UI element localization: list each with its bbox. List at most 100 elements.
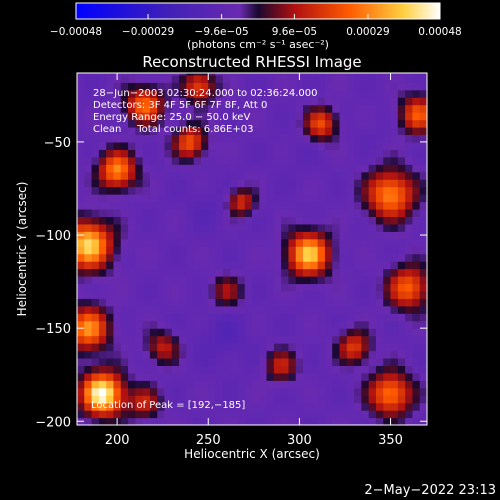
heatmap-cell bbox=[120, 387, 129, 396]
heatmap-cell bbox=[98, 276, 107, 285]
heatmap-cell bbox=[208, 119, 217, 128]
heatmap-cell bbox=[281, 97, 290, 106]
heatmap-cell bbox=[106, 238, 115, 247]
heatmap-cell bbox=[106, 395, 115, 404]
heatmap-cell bbox=[266, 350, 275, 359]
heatmap-cell bbox=[237, 283, 246, 292]
heatmap-cell bbox=[215, 305, 224, 314]
heatmap-cell bbox=[91, 141, 100, 150]
heatmap-cell bbox=[346, 298, 355, 307]
heatmap-cell bbox=[259, 179, 268, 188]
heatmap-cell bbox=[164, 313, 173, 322]
heatmap-cell bbox=[179, 231, 187, 240]
heatmap-cell bbox=[208, 156, 217, 165]
heatmap-cell bbox=[128, 313, 136, 322]
heatmap-cell bbox=[295, 127, 304, 136]
heatmap-cell bbox=[128, 283, 136, 292]
heatmap-cell bbox=[98, 313, 107, 322]
heatmap-cell bbox=[390, 305, 399, 314]
heatmap-cell bbox=[237, 97, 246, 106]
heatmap-cell bbox=[273, 149, 282, 158]
heatmap-cell bbox=[419, 194, 427, 203]
heatmap-cell bbox=[361, 179, 370, 188]
heatmap-cell bbox=[200, 149, 209, 158]
heatmap-cell bbox=[419, 223, 427, 232]
heatmap-cell bbox=[113, 313, 122, 322]
heatmap-cell bbox=[252, 201, 260, 210]
heatmap-cell bbox=[186, 410, 195, 419]
heatmap-cell bbox=[215, 261, 224, 270]
heatmap-cell bbox=[324, 194, 333, 203]
heatmap-cell bbox=[397, 402, 406, 411]
y-tick-label: −50 bbox=[44, 136, 71, 151]
heatmap-cell bbox=[368, 201, 377, 210]
heatmap-cell bbox=[237, 350, 246, 359]
heatmap-cell bbox=[208, 179, 217, 188]
heatmap-cell bbox=[361, 410, 370, 419]
heatmap-cell bbox=[106, 276, 115, 285]
heatmap-cell bbox=[419, 276, 427, 285]
heatmap-cell bbox=[412, 305, 421, 314]
heatmap-cell bbox=[84, 350, 93, 359]
heatmap-cell bbox=[281, 171, 290, 180]
heatmap-cell bbox=[354, 164, 362, 173]
heatmap-cell bbox=[222, 216, 231, 225]
heatmap-cell bbox=[397, 253, 406, 262]
heatmap-cell bbox=[222, 387, 231, 396]
heatmap-cell bbox=[244, 89, 253, 98]
heatmap-cell bbox=[91, 201, 100, 210]
heatmap-cell bbox=[135, 112, 144, 121]
heatmap-cell bbox=[230, 179, 239, 188]
heatmap-cell bbox=[324, 350, 333, 359]
heatmap-cell bbox=[266, 149, 275, 158]
heatmap-cell bbox=[259, 276, 268, 285]
heatmap-cell bbox=[339, 216, 348, 225]
heatmap-cell bbox=[368, 171, 377, 180]
heatmap-cell bbox=[332, 350, 341, 359]
heatmap-cell bbox=[128, 298, 136, 307]
heatmap-cell bbox=[149, 343, 158, 352]
heatmap-cell bbox=[273, 328, 282, 337]
heatmap-cell bbox=[332, 320, 341, 329]
heatmap-cell bbox=[354, 194, 362, 203]
heatmap-cell bbox=[303, 104, 311, 113]
heatmap-cell bbox=[157, 305, 166, 314]
heatmap-cell bbox=[106, 186, 115, 195]
heatmap-cell bbox=[113, 395, 122, 404]
heatmap-cell bbox=[244, 134, 253, 143]
heatmap-cell bbox=[368, 283, 377, 292]
heatmap-cell bbox=[397, 164, 406, 173]
heatmap-cell bbox=[303, 223, 311, 232]
heatmap-cell bbox=[252, 216, 260, 225]
heatmap-cell bbox=[120, 179, 129, 188]
heatmap-cell bbox=[77, 104, 85, 113]
heatmap-cell bbox=[346, 156, 355, 165]
heatmap-cell bbox=[317, 283, 326, 292]
heatmap-cell bbox=[361, 298, 370, 307]
heatmap-cell bbox=[419, 328, 427, 337]
heatmap-cell bbox=[273, 171, 282, 180]
heatmap-cell bbox=[273, 194, 282, 203]
heatmap-cell bbox=[252, 410, 260, 419]
heatmap-cell bbox=[332, 156, 341, 165]
heatmap-cell bbox=[98, 357, 107, 366]
heatmap-cell bbox=[317, 179, 326, 188]
heatmap-cell bbox=[332, 313, 341, 322]
heatmap-cell bbox=[230, 74, 239, 83]
heatmap-cell bbox=[419, 365, 427, 374]
heatmap-cell bbox=[157, 89, 166, 98]
heatmap-cell bbox=[157, 127, 166, 136]
heatmap-cell bbox=[332, 387, 341, 396]
heatmap-cell bbox=[346, 313, 355, 322]
heatmap-cell bbox=[200, 73, 209, 76]
heatmap-cell bbox=[215, 141, 224, 150]
heatmap-cell bbox=[390, 343, 399, 352]
heatmap-cell bbox=[142, 402, 151, 411]
heatmap-cell bbox=[405, 74, 414, 83]
heatmap-cell bbox=[77, 350, 85, 359]
heatmap-cell bbox=[375, 350, 384, 359]
heatmap-cell bbox=[193, 127, 202, 136]
heatmap-cell bbox=[339, 119, 348, 128]
heatmap-cell bbox=[317, 380, 326, 389]
